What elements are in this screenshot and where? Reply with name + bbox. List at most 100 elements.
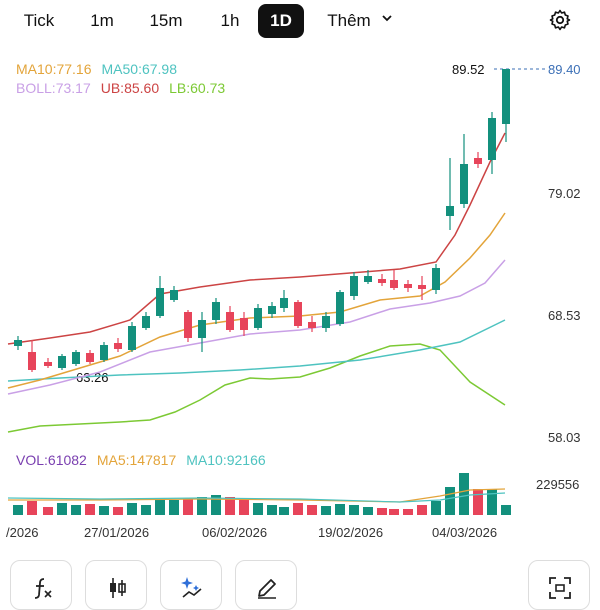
candlestick-icon [110, 578, 126, 598]
tab-tick[interactable]: Tick [23, 11, 55, 30]
volume-bar [445, 487, 455, 515]
volume-bar [197, 497, 207, 515]
candle-up [128, 322, 136, 352]
candle-up [488, 112, 496, 174]
volume-bar [169, 500, 179, 515]
price-axis-label: 68.53 [548, 308, 581, 323]
candle-up [72, 350, 80, 366]
candle-down [114, 338, 122, 352]
ma-legend: MA10:77.16 MA50:67.98 [16, 61, 187, 77]
vol-label: VOL:61082 [16, 452, 87, 468]
last-price-label: 89.40 [548, 62, 581, 77]
date-label: 19/02/2026 [318, 525, 384, 540]
volume-bar [431, 501, 441, 515]
candle-up [198, 312, 206, 352]
volume-bar [239, 500, 249, 515]
candle-up [100, 342, 108, 362]
chart-type-button[interactable] [85, 560, 147, 610]
tab-15m[interactable]: 15m [149, 11, 183, 30]
volume-bar [99, 506, 109, 515]
volume-bar [403, 509, 413, 515]
candle-down [44, 358, 52, 368]
volume-bar [501, 505, 511, 515]
candlestick-chart[interactable] [0, 0, 600, 520]
candle-down [294, 300, 302, 328]
volume-bar [141, 505, 151, 515]
sparkle-chart-icon [181, 577, 202, 598]
volume-bar [155, 499, 165, 515]
ma10-label: MA10:77.16 [16, 61, 92, 77]
volume-bar [389, 509, 399, 515]
volume-bar [349, 505, 359, 515]
candle-down [86, 350, 94, 364]
timeframe-bar: Tick 1m 15m 1h 1D Thêm [0, 0, 600, 40]
volume-bar [57, 503, 67, 515]
tab-1h[interactable]: 1h [220, 11, 240, 30]
volume-bar [183, 499, 193, 515]
high-price-marker: 89.52 [452, 62, 485, 77]
candle-down [390, 270, 398, 290]
price-axis-label: 58.03 [548, 430, 581, 445]
boll-label: BOLL:73.17 [16, 80, 91, 96]
volume-bar [473, 489, 483, 515]
lb-label: LB:60.73 [169, 80, 226, 96]
candle-up [502, 69, 510, 142]
candle-up [268, 302, 276, 318]
function-icon [34, 578, 52, 599]
candles-group [14, 69, 510, 372]
tab-1d[interactable]: 1D [258, 4, 304, 38]
volume-bar [71, 505, 81, 515]
pencil-icon [258, 579, 276, 599]
draw-tool-button[interactable] [235, 560, 297, 610]
volume-bar [293, 503, 303, 515]
volume-bar [85, 504, 95, 515]
volume-bar [335, 504, 345, 515]
volume-bar [363, 507, 373, 515]
fullscreen-button[interactable] [528, 560, 590, 610]
tab-1m[interactable]: 1m [90, 11, 114, 30]
gear-icon[interactable] [548, 8, 572, 32]
volume-bar [211, 495, 221, 515]
candle-up [254, 304, 262, 330]
volume-ma10-line [7, 492, 506, 503]
candle-down [474, 152, 482, 168]
candle-down [404, 280, 412, 292]
ma10-line [7, 212, 506, 389]
candle-up [460, 134, 468, 208]
candle-up [212, 298, 220, 324]
date-label: /2026 [6, 525, 39, 540]
date-label: 06/02/2026 [202, 525, 268, 540]
candle-up [58, 354, 66, 370]
volume-bar [253, 503, 263, 515]
candle-up [156, 276, 164, 318]
candle-up [280, 290, 288, 312]
volume-bar [487, 489, 497, 515]
volume-bar [13, 505, 23, 515]
volume-bar [307, 505, 317, 515]
volume-bar [279, 507, 289, 515]
volume-axis-label: 229556 [536, 477, 580, 492]
candle-down [226, 306, 234, 332]
price-axis-label: 79.02 [548, 186, 581, 201]
indicator-function-button[interactable] [10, 560, 72, 610]
tab-more[interactable]: Thêm [327, 11, 371, 30]
volume-bar [43, 507, 53, 515]
ma50-line [7, 319, 506, 382]
volume-bar [27, 501, 37, 515]
candle-down [240, 312, 248, 336]
candle-up [322, 312, 330, 332]
candle-up [336, 290, 344, 326]
volume-legend: VOL:61082 MA5:147817 MA10:92166 [16, 452, 276, 468]
boll-legend: BOLL:73.17 UB:85.60 LB:60.73 [16, 80, 235, 96]
ai-analysis-button[interactable] [160, 560, 222, 610]
boll-line [7, 259, 506, 395]
vol-ma5-label: MA5:147817 [96, 452, 177, 468]
candle-up [446, 158, 454, 230]
date-label: 04/03/2026 [432, 525, 498, 540]
candle-down [308, 316, 316, 332]
volume-bar [113, 507, 123, 515]
candle-up [364, 270, 372, 284]
volume-bar [321, 506, 331, 515]
chevron-down-icon[interactable] [381, 12, 393, 24]
vol-ma10-label: MA10:92166 [186, 452, 266, 468]
